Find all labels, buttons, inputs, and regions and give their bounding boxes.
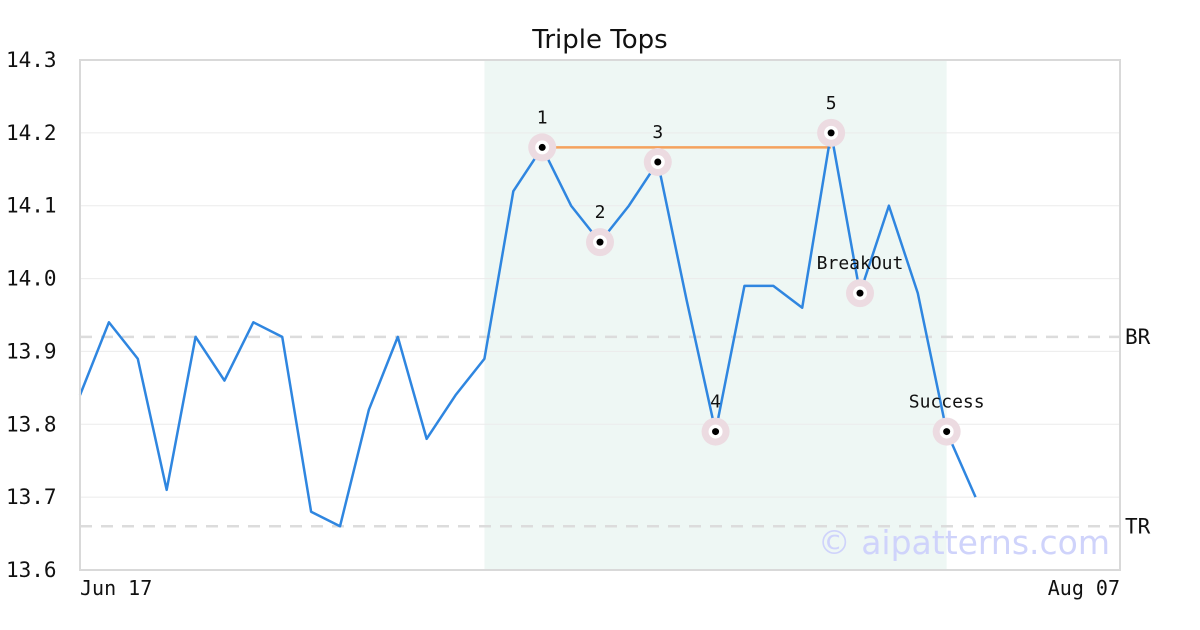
y-tick-label: 14.3 [6,48,57,72]
watermark: © aipatterns.com [818,523,1110,562]
pattern-markers: 1 2 3 4 5 BreakOut Success [528,93,985,446]
marker-dot [856,289,864,297]
y-tick-label: 13.6 [6,558,57,582]
annotation-label: 5 [826,93,837,114]
y-tick-label: 14.0 [6,267,57,291]
annotation-label: BreakOut [817,253,904,274]
chart-title: Triple Tops [531,25,667,55]
grid-lines [80,59,1120,571]
y-tick-label: 14.2 [6,121,57,145]
y-tick-label: 13.7 [6,485,57,509]
series-line [78,131,977,528]
y-tick-label: 13.9 [6,339,57,363]
annotation-label: 4 [710,392,721,413]
marker-dot [654,158,662,166]
marker-dot [827,129,835,137]
annotation-label: 1 [537,107,548,128]
annotation-label: 3 [652,122,663,143]
level-label-tr: TR [1125,514,1151,538]
annotation-label: 2 [595,202,606,223]
level-label-br: BR [1125,325,1151,349]
y-tick-label: 14.1 [6,194,57,218]
x-tick-label-start: Jun 17 [80,576,152,600]
x-tick-label-end: Aug 07 [1048,576,1120,600]
y-axis-ticks: 14.3 14.2 14.1 14.0 13.9 13.8 13.7 13.6 [6,48,57,582]
marker-dot [943,428,951,436]
level-lines: BR TR [80,325,1151,538]
plot-frame [79,59,1121,571]
marker-dot [596,238,604,246]
y-tick-label: 13.8 [6,412,57,436]
annotation-label: Success [909,392,985,413]
marker-dot [712,428,720,436]
pattern-window-band [484,60,947,570]
marker-dot [538,143,546,151]
